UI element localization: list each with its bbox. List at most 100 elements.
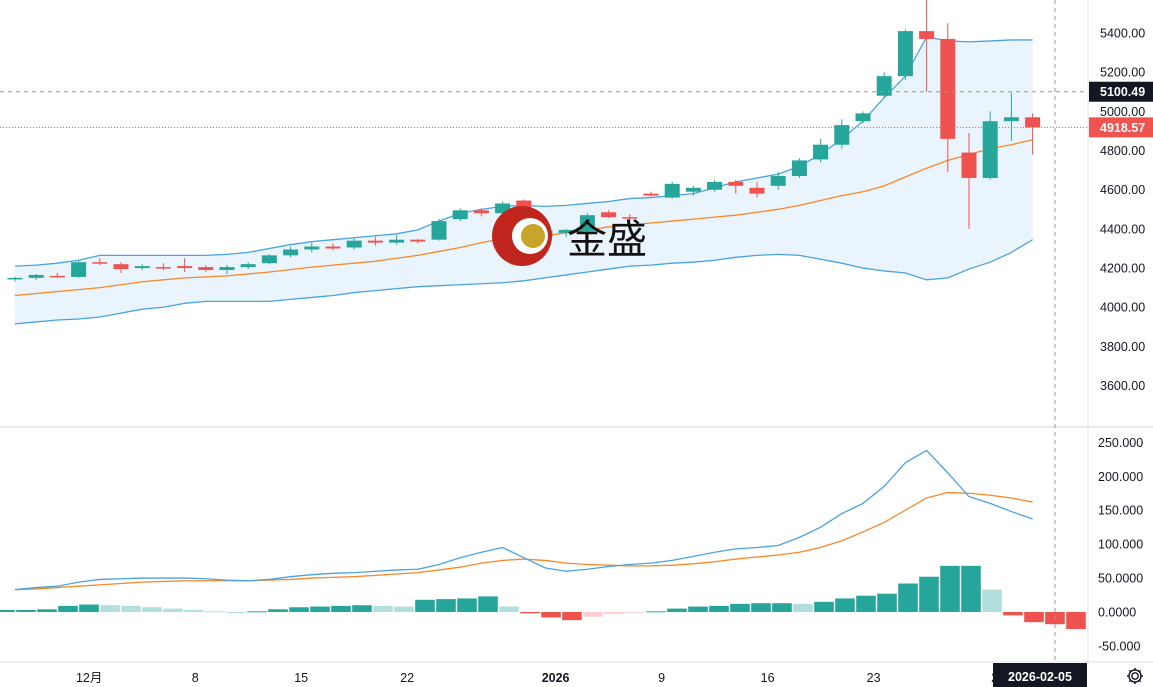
- candle-body: [155, 267, 171, 269]
- macd-tick-label: 0.0000: [1098, 606, 1136, 620]
- candle-body: [601, 212, 617, 218]
- histogram-bar: [16, 609, 36, 612]
- histogram-bar: [0, 609, 15, 612]
- gear-icon[interactable]: [1124, 665, 1146, 687]
- histogram-bar: [1066, 612, 1086, 629]
- histogram-bar: [268, 609, 288, 612]
- histogram-bar: [289, 607, 309, 612]
- candle-body: [283, 249, 299, 256]
- candle-body: [982, 121, 998, 178]
- candle-body: [834, 125, 850, 145]
- histogram-bar: [37, 609, 57, 612]
- candle-body: [134, 266, 150, 269]
- histogram-bar: [331, 605, 351, 612]
- histogram-bar: [751, 603, 771, 612]
- candle-body: [367, 240, 383, 243]
- price-tick-label: 3600.00: [1100, 379, 1145, 393]
- candle-body: [240, 264, 256, 268]
- price-tick-label: 4600.00: [1100, 183, 1145, 197]
- price-tick-label: 4400.00: [1100, 222, 1145, 236]
- candle-body: [49, 275, 65, 278]
- candle-body: [770, 176, 786, 186]
- candle-body: [558, 229, 574, 233]
- histogram-bar: [247, 611, 267, 613]
- time-tick-label: 9: [658, 671, 665, 685]
- histogram-bar: [436, 599, 456, 612]
- candle-body: [325, 246, 341, 249]
- price-tick-label: 5600.00: [1100, 0, 1145, 1]
- crosshair-price-label: 5100.49: [1100, 85, 1145, 99]
- crosshair-time-label: 2026-02-05: [1008, 670, 1072, 684]
- candle-body: [961, 152, 977, 178]
- histogram-bar: [793, 603, 813, 612]
- candle-body: [304, 246, 320, 250]
- histogram-bar: [646, 611, 666, 613]
- histogram-bar: [478, 596, 498, 612]
- candle-body: [876, 76, 892, 96]
- candle-body: [749, 187, 765, 194]
- candle-body: [1025, 117, 1041, 128]
- candle-body: [685, 187, 701, 192]
- histogram-bar: [373, 605, 393, 612]
- histogram-bar: [667, 608, 687, 612]
- histogram-bar: [184, 609, 204, 612]
- histogram-bar: [961, 565, 981, 612]
- histogram-bar: [898, 583, 918, 612]
- watermark-logo: 金盛: [492, 206, 647, 266]
- candle-body: [219, 267, 235, 271]
- price-tick-label: 4200.00: [1100, 262, 1145, 276]
- time-tick-label: 12月: [76, 671, 102, 685]
- candle-body: [431, 221, 447, 240]
- candle-body: [92, 262, 108, 264]
- histogram-bar: [772, 603, 792, 612]
- histogram-bar: [856, 595, 876, 612]
- histogram-bar: [226, 612, 246, 613]
- histogram-bar: [520, 612, 540, 614]
- histogram-bar: [835, 598, 855, 612]
- price-tick-label: 4800.00: [1100, 144, 1145, 158]
- price-tick-label: 4000.00: [1100, 301, 1145, 315]
- watermark-text: 金盛: [567, 217, 647, 263]
- histogram-bar: [730, 603, 750, 612]
- crosshair-price-tag: [1089, 81, 1153, 102]
- macd-lines: [14, 449, 1033, 591]
- histogram-bar: [79, 604, 99, 612]
- lower-band-line: [14, 239, 1033, 325]
- histogram-bar: [688, 606, 708, 612]
- macd-histogram: [0, 565, 1086, 629]
- histogram-bar: [919, 576, 939, 612]
- price-tick-label: 3800.00: [1100, 340, 1145, 354]
- candle-body: [198, 267, 214, 271]
- macd-tick-label: -50.000: [1098, 639, 1140, 653]
- histogram-bar: [877, 593, 897, 612]
- histogram-bar: [142, 607, 162, 612]
- candle-body: [707, 181, 723, 190]
- histogram-bar: [205, 611, 225, 613]
- band-fill: [15, 36, 1033, 324]
- macd-tick-label: 150.000: [1098, 504, 1143, 518]
- candle-body: [728, 181, 744, 186]
- candle-body: [579, 215, 595, 231]
- macd-tick-label: 100.000: [1098, 538, 1143, 552]
- candle-body: [346, 240, 362, 248]
- last-price-tag: [1089, 117, 1153, 138]
- histogram-bar: [163, 608, 183, 612]
- time-tick-label: 2月: [991, 671, 1010, 685]
- histogram-bar: [583, 612, 603, 617]
- candle-body: [919, 31, 935, 39]
- histogram-bar: [457, 598, 477, 612]
- histogram-bar: [415, 599, 435, 612]
- macd-line: [14, 449, 1033, 591]
- histogram-bar: [310, 606, 330, 612]
- price-tick-label: 5400.00: [1100, 27, 1145, 41]
- macd-tick-label: 200.000: [1098, 470, 1143, 484]
- candle-body: [643, 193, 659, 196]
- time-tick-label: 2026: [542, 671, 570, 685]
- axes: 5600.00 5400.00 5200.00 5000.00 4800.00 4600.…: [76, 0, 1145, 685]
- candle-body: [389, 239, 405, 243]
- histogram-bar: [625, 612, 645, 613]
- histogram-bar: [541, 612, 561, 618]
- price-tick-label: 5000.00: [1100, 105, 1145, 119]
- candle-body: [113, 264, 129, 270]
